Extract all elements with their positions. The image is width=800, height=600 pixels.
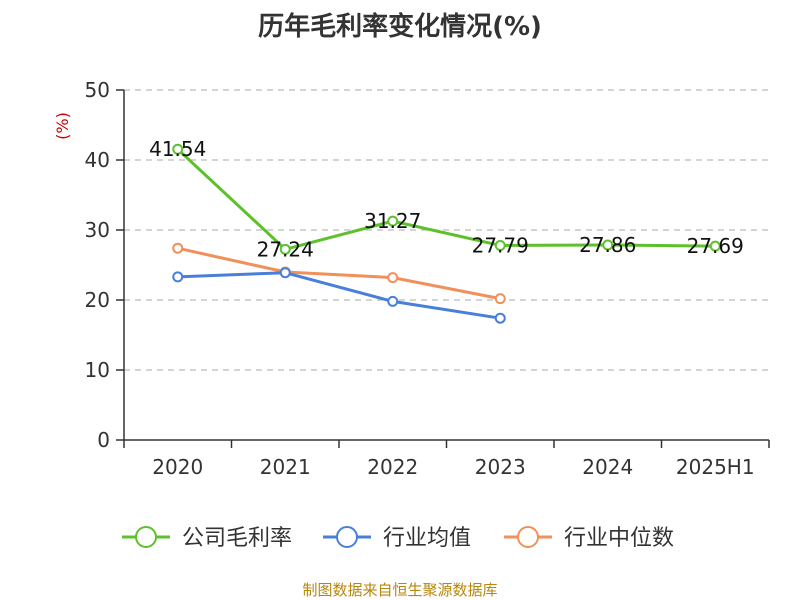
data-point: [494, 312, 506, 324]
legend-marker: [517, 526, 539, 548]
x-tick-label: 2022: [367, 455, 418, 479]
data-label: 27.86: [579, 233, 636, 257]
y-tick-label: 10: [85, 358, 110, 382]
data-label: 41.54: [149, 137, 206, 161]
chart-title: 历年毛利率变化情况(%): [258, 12, 542, 42]
x-tick-label: 2021: [260, 455, 311, 479]
y-axis-label: (%): [53, 112, 72, 140]
x-tick-label: 2025H1: [676, 455, 755, 479]
data-point: [494, 239, 506, 251]
legend-entry: 行业均值: [383, 526, 471, 551]
series-line-2: [177, 271, 501, 320]
y-tick-label: 50: [85, 78, 110, 102]
y-tick-label: 30: [85, 218, 110, 242]
y-tick-label: 40: [85, 148, 110, 172]
data-point: [494, 293, 506, 305]
legend-marker: [336, 526, 358, 548]
data-point: [387, 215, 399, 227]
y-tick-label: 20: [85, 288, 110, 312]
data-point: [172, 271, 184, 283]
data-point: [279, 243, 291, 255]
x-tick-label: 2023: [475, 455, 526, 479]
data-point: [172, 242, 184, 254]
data-point: [387, 272, 399, 284]
data-point: [602, 239, 614, 251]
data-point: [172, 143, 184, 155]
series-line-1: [176, 148, 716, 251]
legend-entry: 行业中位数: [564, 526, 674, 551]
legend-marker: [135, 526, 157, 548]
data-label: 27.24: [257, 237, 314, 261]
y-tick-label: 0: [97, 428, 110, 452]
legend-entry: 公司毛利率: [182, 526, 292, 551]
data-point: [279, 267, 291, 279]
data-point: [387, 295, 399, 307]
x-tick-label: 2024: [582, 455, 633, 479]
data-label: 31.27: [364, 209, 421, 233]
data-label: 27.69: [687, 234, 744, 258]
data-label: 27.79: [472, 233, 529, 257]
data-point: [709, 240, 721, 252]
x-tick-label: 2020: [152, 455, 203, 479]
source-note: 制图数据来自恒生聚源数据库: [302, 581, 498, 599]
series-line-3: [177, 246, 501, 301]
